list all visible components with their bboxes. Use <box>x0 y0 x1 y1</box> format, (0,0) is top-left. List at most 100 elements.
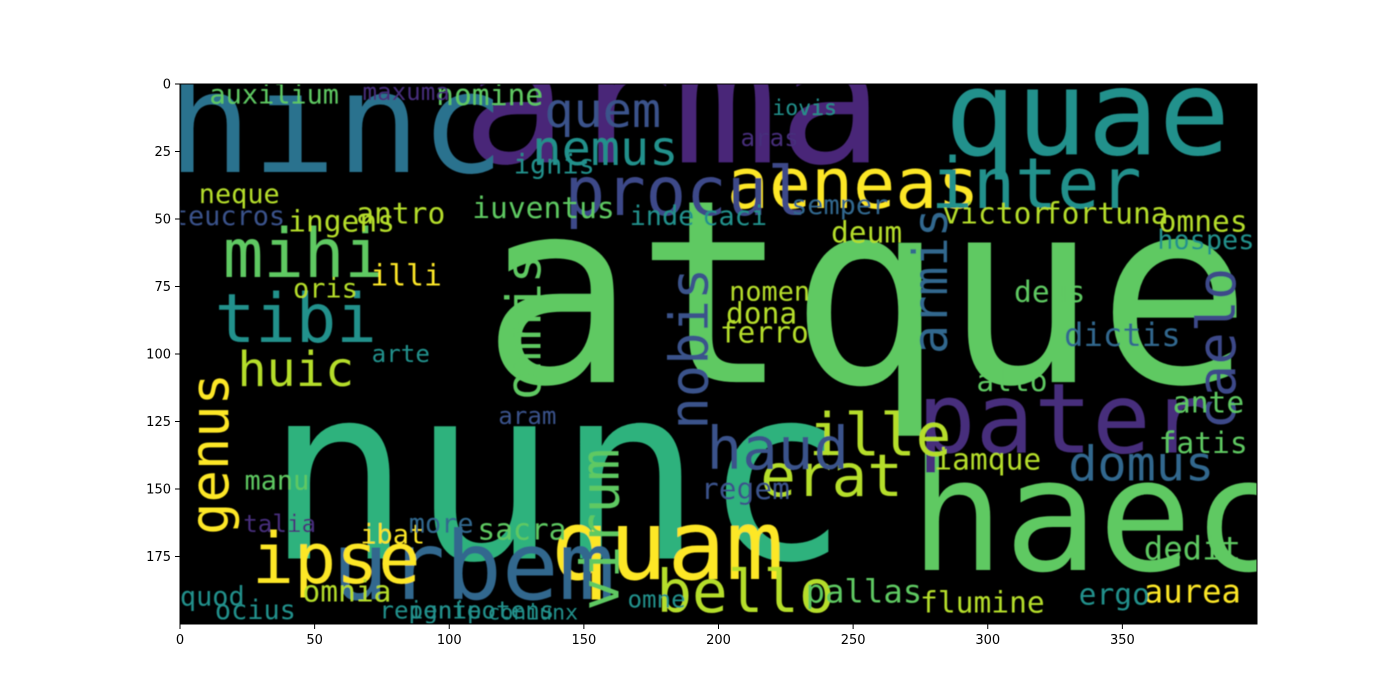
word-domus: domus <box>1068 437 1214 493</box>
x-tick-label: 250 <box>841 633 866 648</box>
word-more: more <box>409 509 474 540</box>
word-haec: haec <box>910 425 1286 607</box>
word-deum: deum <box>831 216 902 250</box>
word-iovis: iovis <box>772 96 837 121</box>
word-caci: caci <box>702 201 767 232</box>
word-fatis: fatis <box>1159 426 1248 460</box>
y-tick-label: 150 <box>146 483 171 498</box>
x-tick-label: 150 <box>571 633 596 648</box>
word-erat: erat <box>760 441 903 510</box>
word-iuventus: iuventus <box>472 191 615 225</box>
word-antro: antro <box>356 197 445 231</box>
plot-area <box>180 84 1257 624</box>
x-axis: 0 50 100 150 200 250 300 350 <box>176 624 1135 648</box>
y-tick-label: 100 <box>146 348 171 363</box>
word-ibat: ibat <box>360 519 425 550</box>
word-semper: semper <box>791 190 888 221</box>
x-tick-label: 300 <box>975 633 1000 648</box>
word-omnes: omnes <box>1159 205 1248 239</box>
word-armis: armis <box>903 208 959 354</box>
word-quam: quam <box>551 489 784 602</box>
word-talia: talia <box>243 510 316 538</box>
word-coniunx: coniunx <box>487 601 578 626</box>
word-tibi: tibi <box>215 280 377 358</box>
y-axis: 0 25 50 75 100 125 150 175 <box>146 78 180 565</box>
word-aram: aram <box>498 402 556 430</box>
word-procul: procul <box>565 153 808 231</box>
word-ante: ante <box>1173 386 1244 420</box>
word-quae: quae <box>945 45 1230 183</box>
y-tick-label: 125 <box>146 415 171 430</box>
y-tick-label: 25 <box>154 145 171 160</box>
word-ille: ille <box>809 401 952 470</box>
word-nomine: nomine <box>436 78 543 112</box>
word-flumine: flumine <box>920 585 1045 619</box>
word-teucros: teucros <box>172 201 285 232</box>
word-ignis: ignis <box>514 150 595 181</box>
word-pater: pater <box>917 362 1209 475</box>
word-omne: omne <box>627 586 685 614</box>
word-maxuma: maxuma <box>362 78 449 106</box>
word-ergo: ergo <box>1079 577 1150 611</box>
word-hinc: hinc <box>168 43 505 206</box>
x-tick-label: 100 <box>437 633 462 648</box>
word-illi: illi <box>371 259 442 293</box>
word-manu: manu <box>245 465 310 496</box>
word-omnia: omnia <box>302 575 391 609</box>
word-virum: virum <box>569 449 632 611</box>
word-arte: arte <box>372 340 430 368</box>
x-tick-label: 0 <box>176 633 184 648</box>
word-quem: quem <box>544 83 661 139</box>
word-aeneas: aeneas <box>727 143 980 225</box>
word-aras: aras <box>741 124 799 152</box>
word-nobis: nobis <box>657 268 720 430</box>
word-deus: deus <box>1014 275 1085 309</box>
word-oris: oris <box>293 274 358 305</box>
word-dictis: dictis <box>1064 316 1181 354</box>
word-ignipotens: ignipotens <box>409 597 555 625</box>
word-urbem: urbem <box>332 513 616 622</box>
word-neque: neque <box>199 179 280 210</box>
word-arma: arma <box>462 1 883 204</box>
word-nemus: nemus <box>532 121 678 177</box>
word-bello: bello <box>656 557 834 626</box>
word-alto: alto <box>976 364 1047 398</box>
word-repente: repente <box>379 597 481 625</box>
word-dona: dona <box>726 297 797 331</box>
word-victor: victor <box>942 197 1049 231</box>
word-genus: genus <box>178 373 241 535</box>
word-auxilium: auxilium <box>209 79 339 110</box>
x-tick-label: 350 <box>1110 633 1135 648</box>
word-pallas: pallas <box>806 573 923 611</box>
word-ferro: ferro <box>720 315 809 349</box>
word-fortuna: fortuna <box>1044 197 1169 231</box>
word-nunc: nunc <box>265 335 849 617</box>
word-inter: inter <box>931 143 1142 225</box>
word-regem: regem <box>701 472 790 506</box>
x-tick-label: 50 <box>306 633 323 648</box>
word-ocius: ocius <box>215 595 296 626</box>
word-caelo: caelo <box>1185 268 1248 430</box>
word-inde: inde <box>630 201 695 232</box>
word-aurea: aurea <box>1144 573 1241 611</box>
word-iamque: iamque <box>934 442 1041 476</box>
word-quod: quod <box>180 582 245 613</box>
word-sacra: sacra <box>477 513 566 547</box>
word-atque: atque <box>482 146 1252 443</box>
word-ipse: ipse <box>252 518 421 600</box>
word-nomen: nomen <box>729 276 810 307</box>
word-ingens: ingens <box>288 205 395 239</box>
word-omnis: omnis <box>497 254 553 400</box>
word-hospes: hospes <box>1157 225 1254 256</box>
word-huic: huic <box>237 342 354 398</box>
y-tick-label: 175 <box>146 550 171 565</box>
y-tick-label: 75 <box>154 280 171 295</box>
word-mihi: mihi <box>223 215 385 293</box>
y-tick-label: 50 <box>154 213 171 228</box>
y-tick-label: 0 <box>163 78 171 93</box>
word-dedit: dedit <box>1144 529 1241 567</box>
word-haud: haud <box>706 414 849 483</box>
x-tick-label: 200 <box>706 633 731 648</box>
